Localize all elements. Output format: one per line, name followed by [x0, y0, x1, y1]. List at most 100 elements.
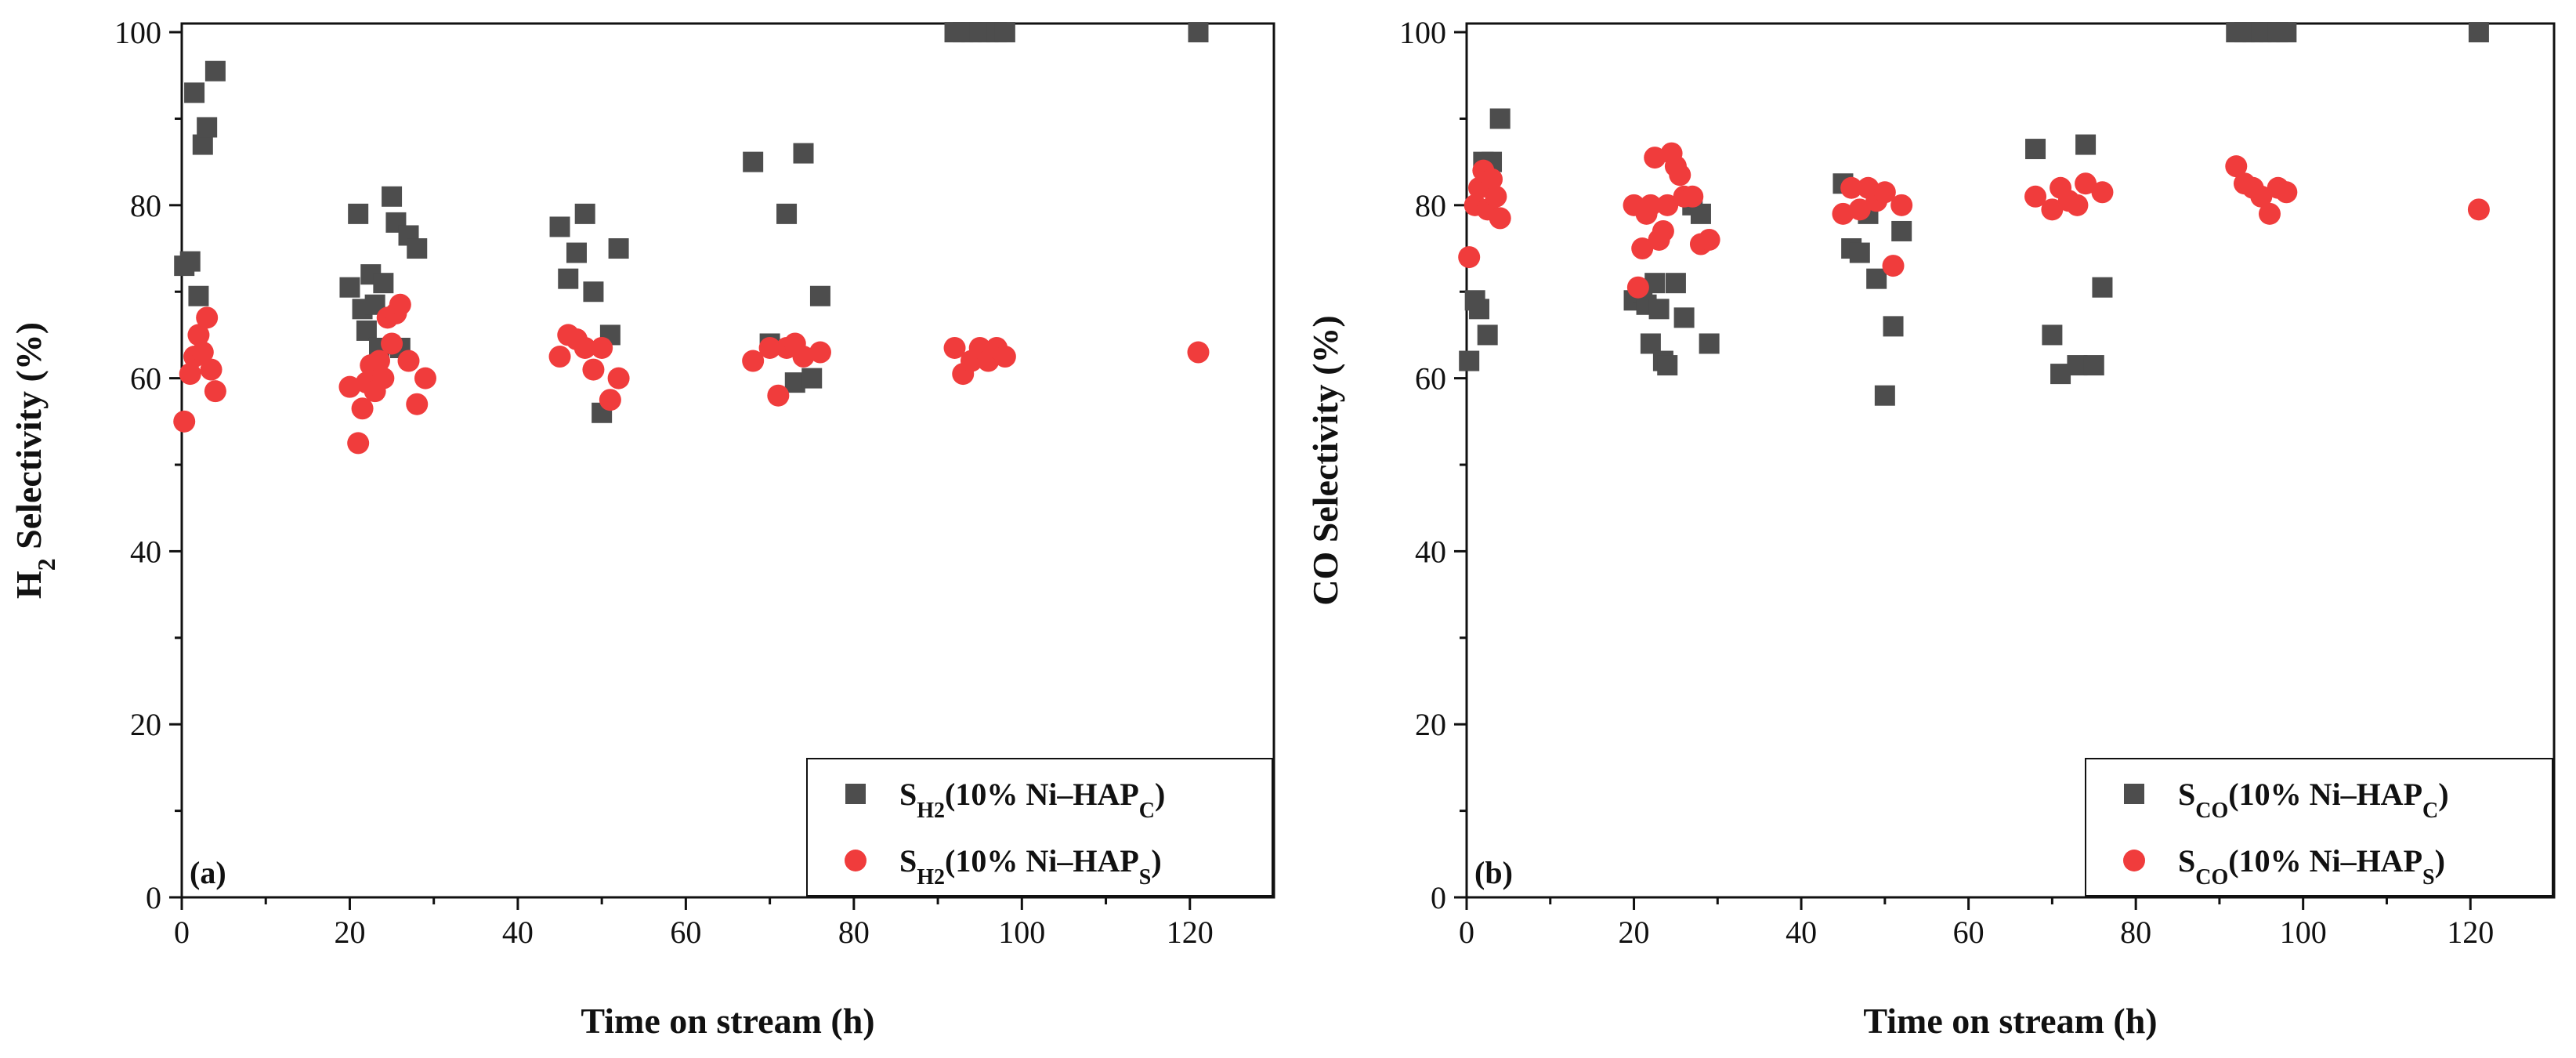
y-tick-label: 80 [130, 188, 161, 223]
data-point-square [2092, 277, 2113, 298]
data-point-circle [767, 384, 790, 407]
data-point-circle [1481, 168, 1503, 190]
data-point-circle [548, 346, 571, 368]
x-tick-label: 20 [1619, 915, 1650, 950]
legend-label: SH2(10% Ni–HAPC) [899, 777, 1165, 823]
data-point-square [204, 60, 226, 82]
x-tick-label: 20 [334, 915, 365, 950]
data-point-circle [1652, 219, 1674, 242]
data-point-square [566, 242, 587, 263]
data-point-circle [599, 389, 621, 411]
series-hapc [1459, 22, 2489, 406]
data-point-square [1665, 273, 1686, 294]
data-point-circle [582, 358, 605, 381]
data-point-circle [2225, 155, 2248, 178]
data-point-circle [414, 367, 436, 390]
data-point-square [1657, 355, 1678, 376]
data-point-square [801, 368, 823, 389]
legend: SCO(10% Ni–HAPC) SCO(10% Ni–HAPS) [2085, 758, 2553, 897]
data-point-square [2468, 22, 2489, 43]
data-point-square [179, 251, 201, 272]
legend-marker-circle [2123, 850, 2145, 871]
data-point-circle [2066, 194, 2089, 216]
data-point-square [1849, 242, 1870, 263]
data-point-circle [1489, 207, 1511, 230]
x-tick-label: 60 [1953, 915, 1984, 950]
data-point-square [2083, 355, 2104, 376]
data-point-circle [2075, 172, 2097, 195]
series-hapc [174, 22, 1209, 423]
data-point-square [188, 285, 209, 306]
y-tick-label: 80 [1415, 188, 1446, 223]
data-point-circle [2258, 202, 2281, 225]
data-point-square [382, 186, 403, 207]
y-tick-label: 20 [1415, 707, 1446, 742]
data-point-square [1883, 316, 1904, 337]
data-point-square [1866, 268, 1887, 289]
legend: SH2(10% Ni–HAPC) SH2(10% Ni–HAPS) [806, 758, 1273, 897]
panel-b: 0 20 40 60 80 100 120 0 20 40 60 80 100 Time on strea… [1305, 15, 2556, 1041]
data-point-circle [1626, 276, 1649, 299]
x-axis-title: Time on stream (h) [1863, 1001, 2157, 1041]
data-point-circle [1882, 255, 1905, 277]
data-point-square [608, 238, 629, 259]
x-tick-label: 120 [1167, 915, 1214, 950]
data-point-square [2276, 22, 2297, 43]
data-point-square [197, 117, 218, 138]
y-tick-label: 0 [1431, 880, 1446, 915]
data-point-circle [200, 358, 223, 381]
data-point-square [583, 281, 604, 303]
data-point-circle [742, 350, 765, 372]
legend-box [806, 758, 1273, 897]
data-point-circle [1840, 176, 1863, 199]
y-tick-label: 40 [130, 534, 161, 569]
series-haps [173, 293, 1210, 455]
data-point-square [809, 285, 830, 306]
data-point-square [743, 151, 764, 172]
data-point-square [1459, 350, 1480, 371]
data-point-circle [2024, 185, 2047, 208]
data-point-square [356, 320, 377, 341]
data-point-circle [1187, 341, 1210, 364]
data-point-square [407, 238, 428, 259]
data-point-square [1648, 299, 1670, 320]
x-tick-label: 40 [502, 915, 534, 950]
y-tick-label: 60 [130, 361, 161, 397]
data-point-circle [591, 336, 613, 359]
data-point-square [1640, 333, 1661, 354]
legend-label: SCO(10% Ni–HAPS) [2178, 843, 2445, 890]
data-point-square [776, 203, 798, 224]
data-point-circle [2275, 181, 2298, 204]
data-point-square [1469, 299, 1490, 320]
data-point-square [1673, 307, 1695, 328]
data-point-circle [809, 341, 831, 364]
x-tick-label: 80 [838, 915, 870, 950]
y-axis-title: CO Selectivity (%) [1305, 315, 1345, 605]
data-point-square [1188, 22, 1209, 43]
data-point-circle [1873, 181, 1896, 204]
data-point-square [2025, 139, 2046, 160]
data-point-circle [993, 346, 1016, 368]
data-point-circle [1631, 237, 1654, 260]
legend-label: SH2(10% Ni–HAPS) [899, 843, 1162, 890]
legend-marker-square [2124, 784, 2144, 804]
data-point-circle [338, 375, 361, 398]
data-point-square [793, 143, 814, 164]
data-point-circle [381, 332, 403, 355]
data-point-square [1489, 108, 1511, 129]
data-point-circle [1832, 202, 1854, 225]
data-point-square [373, 273, 394, 294]
data-point-circle [1669, 164, 1691, 187]
x-tick-label: 80 [2120, 915, 2151, 950]
data-point-circle [351, 397, 374, 420]
series-haps [1458, 142, 2490, 299]
data-point-circle [758, 336, 781, 359]
data-point-square [348, 203, 369, 224]
data-point-square [1699, 333, 1720, 354]
data-point-square [1477, 324, 1498, 346]
data-point-circle [943, 336, 966, 359]
data-point-square [2042, 324, 2063, 346]
data-point-square [2075, 134, 2097, 155]
data-point-circle [1698, 228, 1720, 251]
data-point-circle [1639, 194, 1662, 216]
